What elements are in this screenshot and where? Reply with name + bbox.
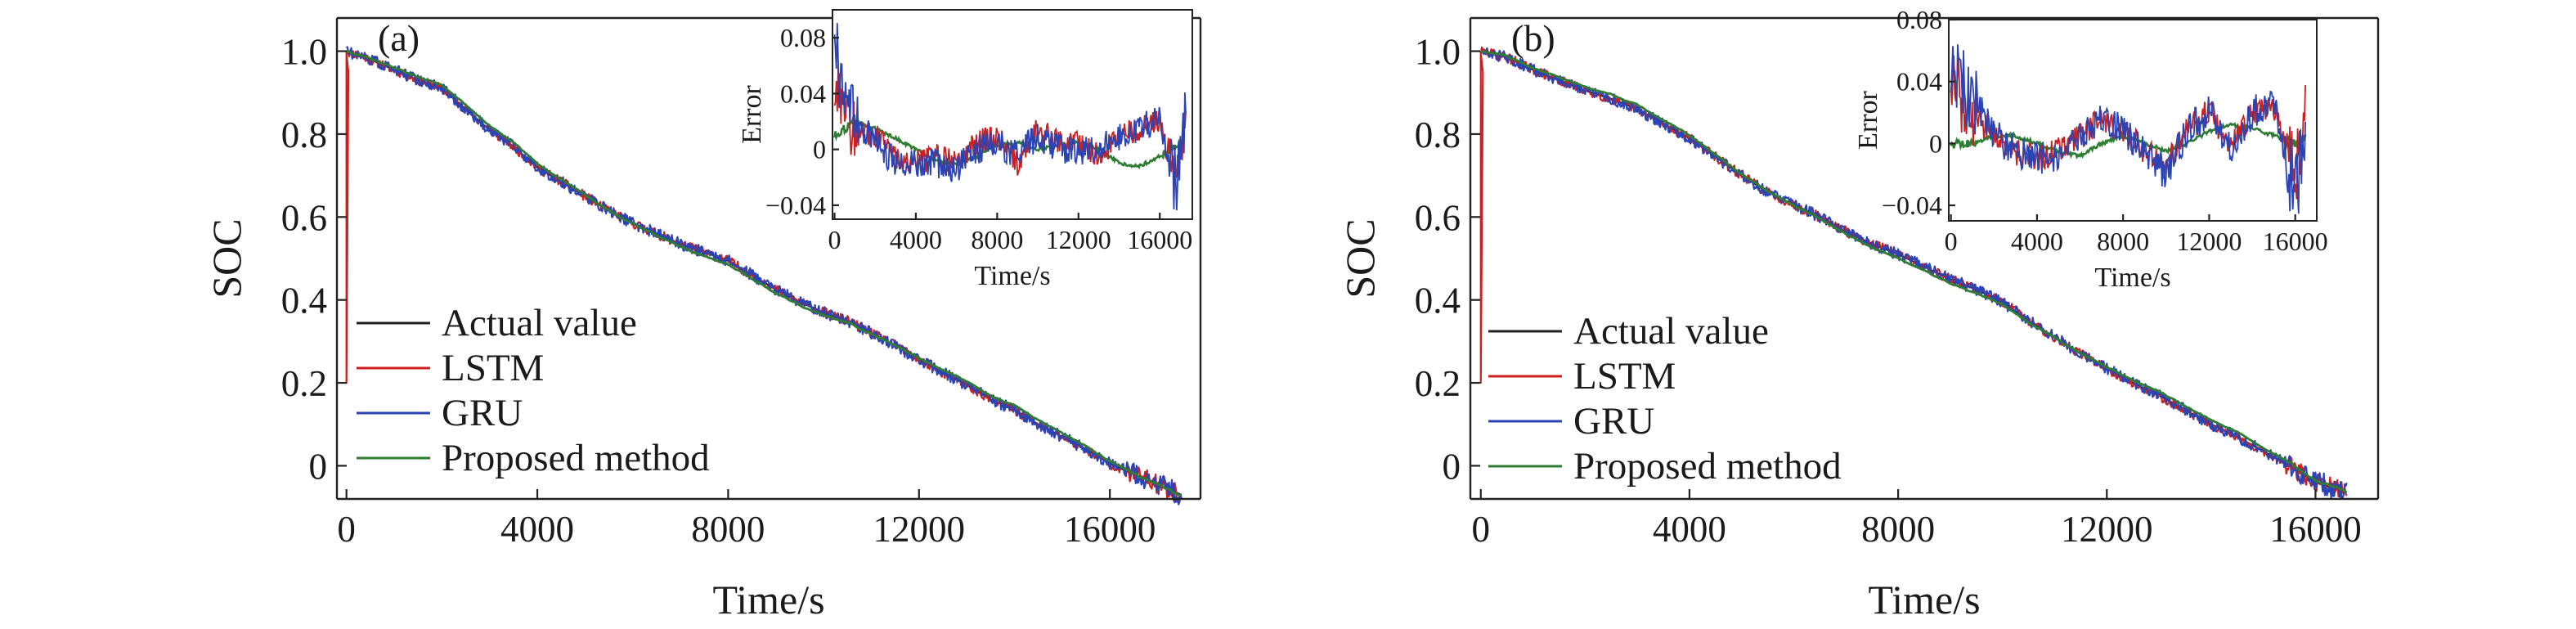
y-tick-label: 0.2 [281,363,327,404]
inset-frame [832,9,1193,220]
inset-x-axis-label: Time/s [2094,263,2170,293]
y-tick-label: 0.8 [1415,115,1461,155]
inset-line-gru [1950,44,2306,214]
legend-label: Actual value [1573,310,1769,353]
inset-y-tick-label: −0.04 [1882,191,1942,220]
legend-label: Proposed method [442,437,710,479]
x-tick-label: 16000 [2269,509,2362,550]
series-line-proposed-method [346,50,1183,497]
x-tick-label: 8000 [691,509,765,550]
legend-label: GRU [1573,400,1654,443]
legend-label: LSTM [442,347,544,389]
inset-line-gru [833,23,1187,211]
x-tick-label: 16000 [1064,509,1156,550]
x-tick-label: 8000 [1861,509,1935,550]
legend-label: Proposed method [1573,445,1842,487]
series-line-gru [345,46,1183,505]
x-tick-label: 0 [1472,509,1491,550]
inset-y-tick-label: 0.08 [780,23,826,52]
inset-x-tick-label: 0 [828,225,841,254]
panel-b: 0 4000 8000 12000 16000 0 0.2 0.4 0.6 0.8 1.0 Time/… [1337,5,2380,622]
y-tick-label: 0.4 [281,281,327,321]
y-tick-label: 0 [309,446,328,487]
y-tick-label: 0.4 [1415,281,1461,321]
x-tick-label: 4000 [500,509,574,550]
inset-y-tick-label: 0.04 [1896,67,1942,97]
y-axis-label: SOC [204,218,249,298]
y-tick-label: 0.2 [1415,363,1461,404]
legend-label: Actual value [442,302,637,344]
legend-label: LSTM [1573,355,1676,398]
y-tick-label: 1.0 [281,32,327,73]
inset-x-tick-label: 16000 [2263,227,2328,256]
plot-area [1479,46,2348,499]
inset-x-axis-label: Time/s [974,261,1050,291]
y-tick-label: 1.0 [1415,32,1461,73]
x-axis-label: Time/s [1868,577,1980,622]
inset-y-tick-label: 0.04 [780,79,826,108]
error-inset: 0 4000 8000 12000 16000−0.0400.040.08Time/sE… [1853,5,2328,293]
inset-x-tick-label: 8000 [2097,227,2149,256]
panel-label: (b) [1511,17,1555,59]
x-tick-label: 12000 [873,509,966,550]
error-inset: 0 4000 8000 12000 16000−0.0400.040.08Time/sE… [737,9,1193,291]
inset-y-tick-label: 0 [813,135,826,164]
inset-x-tick-label: 4000 [2011,227,2063,256]
inset-y-axis-label: Error [737,84,767,143]
inset-y-axis-label: Error [1853,90,1883,149]
inset-x-tick-label: 12000 [1046,225,1111,254]
y-axis-label: SOC [1337,218,1383,298]
x-tick-label: 4000 [1653,509,1726,550]
y-tick-label: 0 [1443,446,1461,487]
inset-y-tick-label: 0 [1929,128,1942,158]
y-tick-label: 0.6 [1415,197,1461,238]
y-tick-label: 0.6 [281,197,327,238]
inset-y-tick-label: 0.08 [1896,5,1942,34]
inset-x-tick-label: 8000 [971,225,1023,254]
panel-a: 0 4000 8000 12000 16000 0 0.2 0.4 0.6 0.8 1.0 Time/… [204,9,1202,622]
x-axis-label: Time/s [712,577,824,622]
series-line-proposed-method [1480,49,2348,494]
plot-area [345,46,1183,505]
panel-label: (a) [378,17,420,59]
inset-x-tick-label: 16000 [1127,225,1192,254]
inset-x-tick-label: 0 [1945,227,1958,256]
x-tick-label: 12000 [2061,509,2153,550]
inset-y-tick-label: −0.04 [765,191,826,220]
inset-x-tick-label: 4000 [890,225,942,254]
inset-x-tick-label: 12000 [2176,227,2242,256]
legend-label: GRU [442,392,523,434]
y-tick-label: 0.8 [281,115,327,155]
x-tick-label: 0 [337,509,356,550]
